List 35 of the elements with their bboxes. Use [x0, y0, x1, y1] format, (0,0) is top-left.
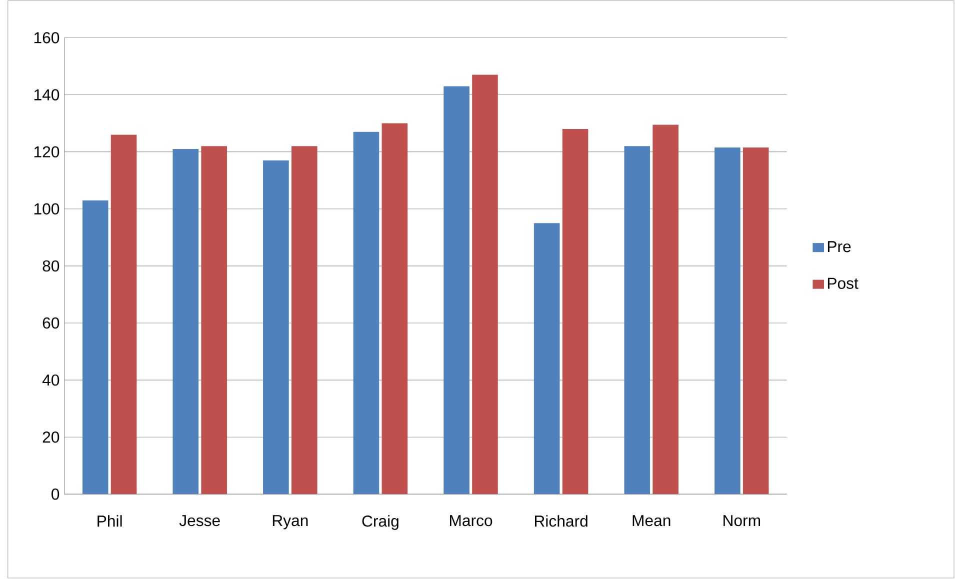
- y-tick-label: 100: [34, 204, 60, 215]
- legend-label: Pre: [828, 241, 851, 252]
- bar: [353, 132, 380, 494]
- y-tick-label: 20: [42, 432, 60, 443]
- y-tick-label: 160: [34, 32, 60, 44]
- bar: [472, 75, 498, 494]
- y-tick-label: 120: [34, 146, 60, 158]
- y-tick-label: 60: [42, 318, 60, 329]
- bar: [742, 148, 769, 494]
- x-tick-label: Ryan: [272, 515, 308, 530]
- x-tick-label: Marco: [450, 515, 492, 526]
- bar: [382, 124, 408, 494]
- bar: [82, 200, 108, 494]
- bar: [263, 160, 289, 494]
- legend-label: Post: [828, 278, 858, 290]
- bar: [562, 129, 588, 494]
- y-tick-label: 0: [52, 488, 60, 500]
- x-tick-label: Richard: [535, 515, 588, 527]
- bar: [714, 148, 740, 494]
- bar: [624, 146, 650, 494]
- y-tick-label: 80: [42, 260, 60, 272]
- y-tick-label: 140: [34, 89, 60, 101]
- x-tick-label: Phil: [98, 515, 122, 527]
- bar: [652, 124, 678, 494]
- x-tick-label: Norm: [724, 515, 760, 526]
- x-tick-label: Craig: [362, 515, 398, 530]
- bar: [534, 223, 560, 494]
- bar: [110, 134, 137, 494]
- y-tick-label: 40: [42, 374, 60, 386]
- bar: [291, 146, 318, 494]
- bar: [201, 146, 227, 494]
- bar: [172, 149, 199, 494]
- x-tick-label: Jesse: [179, 515, 220, 526]
- bar: [444, 86, 470, 494]
- x-tick-label: Mean: [632, 515, 670, 526]
